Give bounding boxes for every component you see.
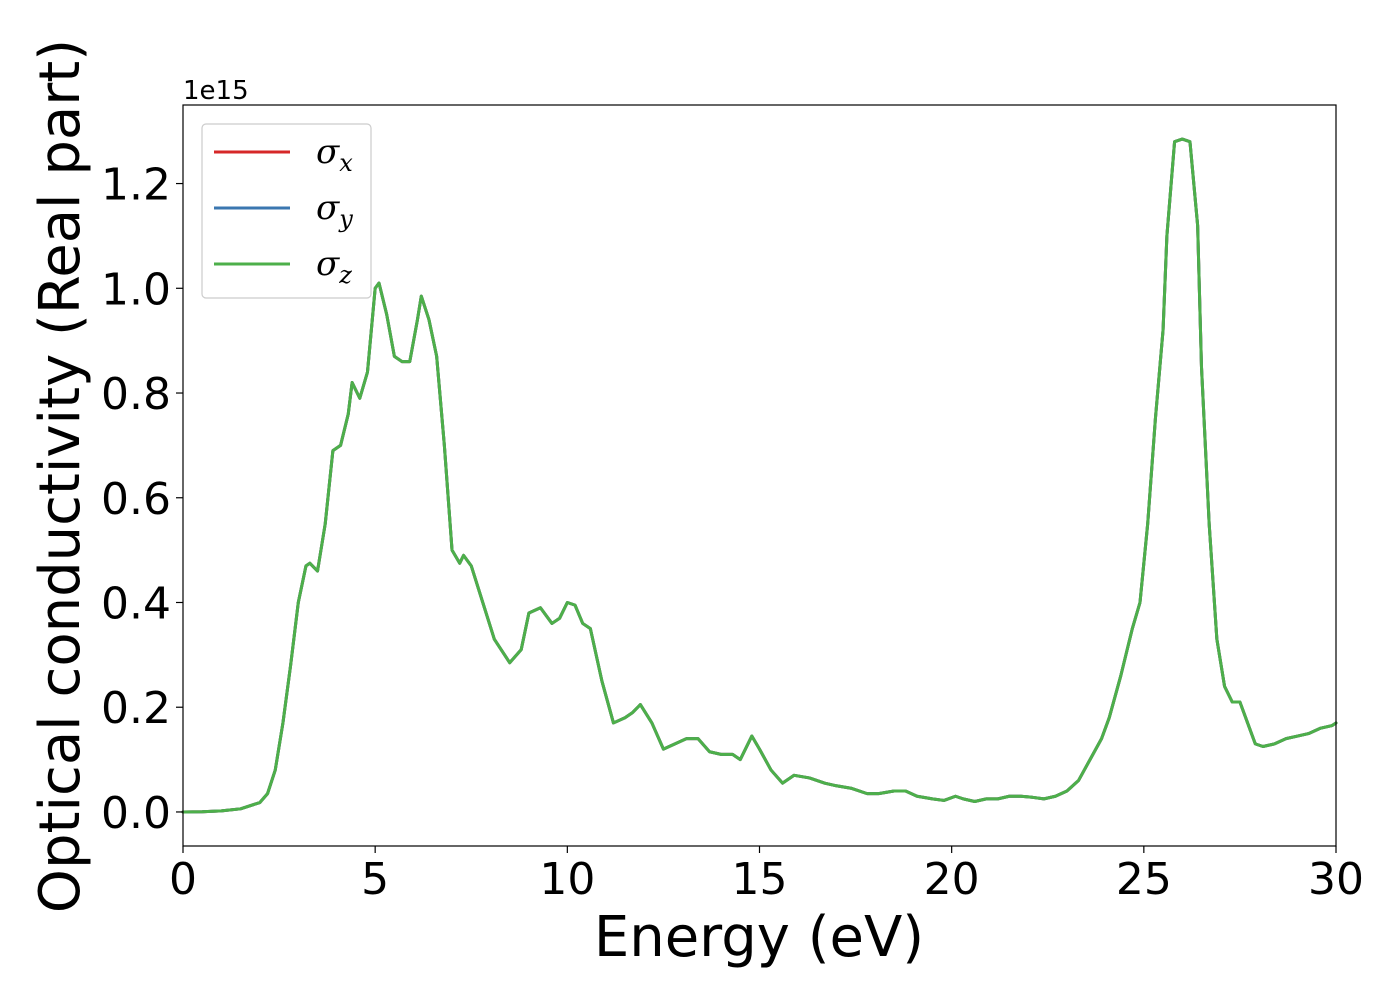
x-tick-label: 5 [361, 854, 389, 905]
legend-label-y: σy [316, 188, 353, 233]
x-tick-label: 15 [732, 854, 788, 905]
legend-label-x: σx [316, 132, 353, 177]
series-layer [181, 137, 1338, 814]
series-line-σz [181, 137, 1338, 814]
x-tick-label: 20 [924, 854, 980, 905]
y-tick-label: 0.4 [101, 578, 171, 629]
y-offset-label: 1e15 [183, 76, 249, 106]
y-tick-label: 0.0 [101, 788, 171, 839]
legend-box [201, 123, 372, 299]
y-tick-label: 0.8 [101, 369, 171, 420]
y-tick-label: 1.0 [101, 264, 171, 315]
legend-label-z: σz [316, 244, 352, 289]
x-axis: 0 5 10 15 20 25 30 [169, 846, 1364, 905]
y-axis-label: Optical conductivity (Real part) [28, 39, 93, 913]
x-axis-label: Energy (eV) [594, 905, 924, 970]
x-tick-label: 10 [539, 854, 595, 905]
x-tick-label: 0 [169, 854, 197, 905]
x-tick-label: 25 [1116, 854, 1172, 905]
y-axis: 0.0 0.2 0.4 0.6 0.8 1.0 1.2 [101, 160, 183, 839]
x-tick-label: 30 [1308, 854, 1364, 905]
legend: σx σy σz [201, 123, 372, 299]
y-tick-label: 0.6 [101, 474, 171, 525]
y-tick-label: 1.2 [101, 160, 171, 211]
y-tick-label: 0.2 [101, 683, 171, 734]
